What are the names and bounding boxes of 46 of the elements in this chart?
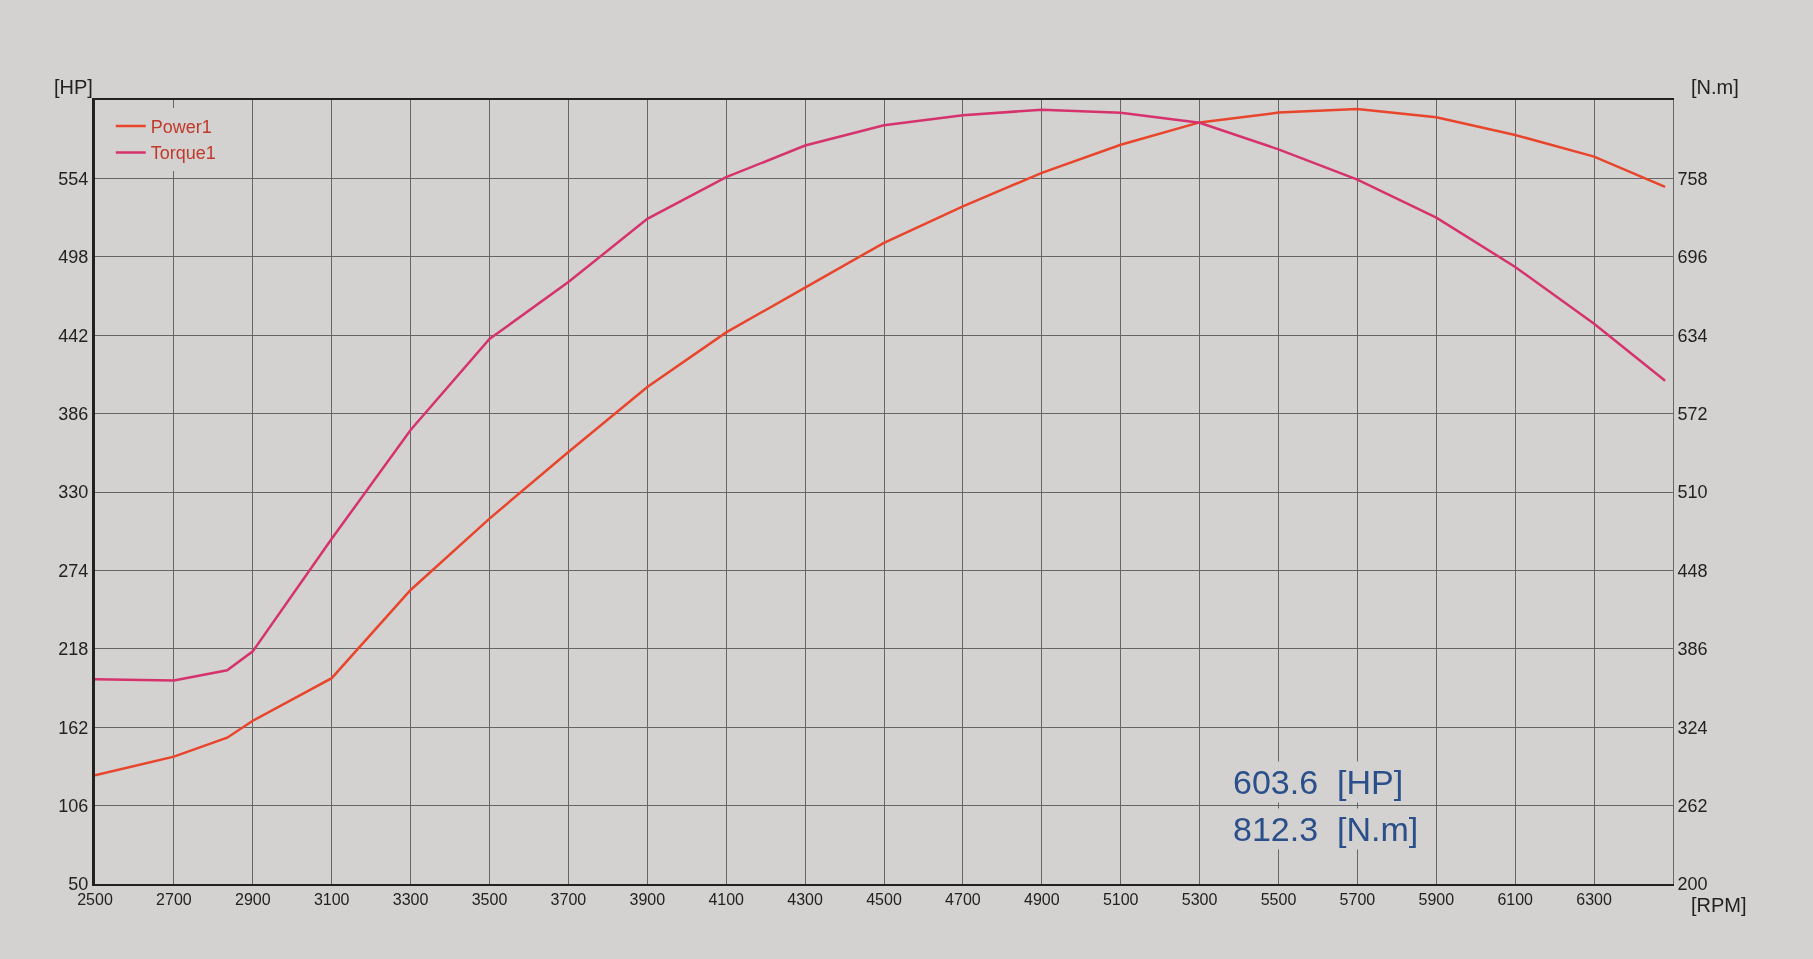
x-tick-label: 2700 — [156, 891, 192, 909]
y2-tick-label: 200 — [1677, 874, 1708, 895]
y-tick-label: 274 — [58, 560, 89, 581]
y-tick-label: 218 — [58, 639, 89, 660]
x-axis-title: [RPM] — [1691, 894, 1747, 916]
x-tick-label: 5700 — [1339, 891, 1376, 909]
y2-tick-label: 696 — [1677, 247, 1708, 268]
y2-tick-label: 510 — [1677, 482, 1708, 503]
x-tick-label: 6300 — [1576, 891, 1612, 909]
x-tick-label: 3900 — [629, 891, 666, 909]
y-axis-title: [HP] — [54, 76, 93, 98]
x-tick-label: 5500 — [1260, 891, 1297, 909]
x-tick-label: 3500 — [471, 891, 508, 909]
y-tick-label: 386 — [58, 403, 89, 424]
x-tick-label: 3100 — [313, 891, 350, 909]
y-tick-label: 554 — [58, 168, 89, 189]
x-tick-label: 2900 — [235, 891, 271, 909]
y-tick-label: 162 — [58, 717, 89, 738]
y2-tick-label: 386 — [1677, 639, 1708, 660]
x-tick-label: 5300 — [1181, 891, 1218, 909]
x-tick-label: 5900 — [1418, 891, 1455, 909]
y-tick-label: 442 — [58, 325, 89, 346]
y2-tick-label: 634 — [1677, 325, 1708, 346]
x-tick-label: 4100 — [708, 891, 745, 909]
y-tick-label: 106 — [58, 795, 89, 816]
y2-axis-title: [N.m] — [1691, 76, 1739, 98]
y2-tick-label: 448 — [1677, 560, 1708, 581]
x-tick-label: 2500 — [77, 891, 113, 909]
y2-tick-label: 572 — [1677, 403, 1708, 424]
y-tick-label: 330 — [58, 482, 89, 503]
y2-tick-label: 262 — [1677, 795, 1708, 816]
x-tick-label: 3300 — [392, 891, 429, 909]
x-tick-label: 5100 — [1102, 891, 1139, 909]
x-tick-label: 4900 — [1024, 891, 1060, 909]
x-tick-label: 4300 — [787, 891, 823, 909]
y-tick-label: 498 — [58, 247, 89, 268]
annotation: 603.6 [HP] — [1233, 763, 1404, 801]
x-tick-label: 4500 — [866, 891, 902, 909]
x-tick-label: 4700 — [945, 891, 981, 909]
x-tick-label: 3700 — [550, 891, 587, 909]
y2-tick-label: 324 — [1677, 717, 1708, 738]
x-tick-label: 6100 — [1497, 891, 1534, 909]
legend-label: Torque1 — [150, 143, 216, 164]
legend-label: Power1 — [150, 117, 212, 138]
annotation: 812.3 [N.m] — [1233, 810, 1419, 848]
y2-tick-label: 758 — [1677, 168, 1708, 189]
